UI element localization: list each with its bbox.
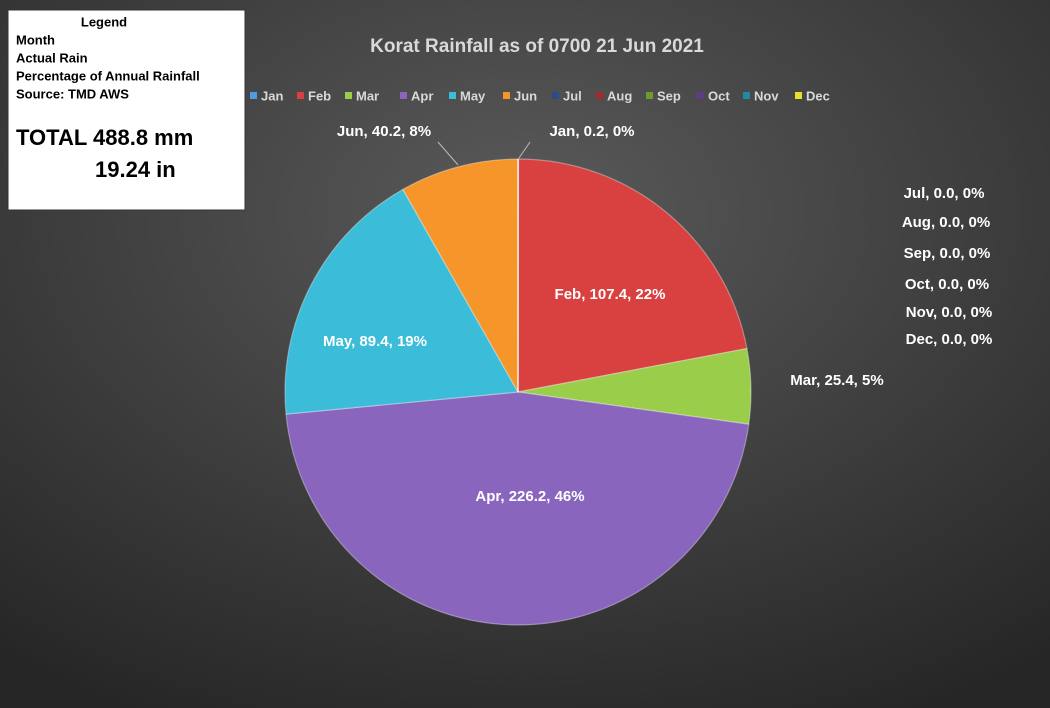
pie-slice [517, 158, 520, 393]
legend-swatch [297, 92, 304, 99]
data-label: Jun, 40.2, 8% [337, 123, 431, 140]
info-line: Source: TMD AWS [16, 86, 129, 101]
legend-label: Mar [356, 88, 379, 103]
data-label: Jan, 0.2, 0% [549, 123, 634, 140]
pie-slice [284, 188, 519, 415]
legend-swatch [250, 92, 257, 99]
legend-label: Jun [514, 88, 537, 103]
legend-swatch [795, 92, 802, 99]
data-label: Jul, 0.0, 0% [904, 185, 985, 202]
info-title: Legend [81, 14, 127, 29]
data-label: Dec, 0.0, 0% [906, 331, 993, 348]
data-label: Apr, 226.2, 46% [475, 488, 584, 505]
legend-label: Jul [563, 88, 582, 103]
legend-label: Oct [708, 88, 730, 103]
legend-label: Jan [261, 88, 283, 103]
pie-slice [402, 158, 519, 395]
data-label: May, 89.4, 19% [323, 333, 427, 350]
data-label: Mar, 25.4, 5% [790, 372, 883, 389]
leader-line [437, 141, 459, 166]
legend-label: Aug [607, 88, 632, 103]
info-box [7, 9, 246, 211]
legend-swatch [646, 92, 653, 99]
legend-swatch [400, 92, 407, 99]
legend-swatch [743, 92, 750, 99]
legend-label: Feb [308, 88, 331, 103]
data-label: Feb, 107.4, 22% [555, 286, 666, 303]
legend-label: May [460, 88, 486, 103]
pie-slice [285, 391, 750, 626]
legend-label: Dec [806, 88, 830, 103]
data-label: Sep, 0.0, 0% [904, 245, 991, 262]
info-total: 19.24 in [95, 157, 176, 182]
legend-swatch [503, 92, 510, 99]
data-label: Aug, 0.0, 0% [902, 214, 990, 231]
info-line: Percentage of Annual Rainfall [16, 68, 200, 83]
info-total: TOTAL 488.8 mm [16, 125, 193, 150]
leader-line [518, 141, 531, 159]
legend-swatch [345, 92, 352, 99]
info-line: Month [16, 32, 55, 47]
data-label: Oct, 0.0, 0% [905, 276, 989, 293]
legend-swatch [697, 92, 704, 99]
legend-swatch [449, 92, 456, 99]
legend-label: Sep [657, 88, 681, 103]
legend-label: Apr [411, 88, 433, 103]
data-label: Nov, 0.0, 0% [906, 304, 992, 321]
legend-swatch [552, 92, 559, 99]
legend-label: Nov [754, 88, 779, 103]
info-line: Actual Rain [16, 50, 88, 65]
pie-slice [517, 347, 752, 425]
legend-swatch [596, 92, 603, 99]
pie-slice [517, 158, 748, 393]
chart-title: Korat Rainfall as of 0700 21 Jun 2021 [370, 36, 704, 57]
